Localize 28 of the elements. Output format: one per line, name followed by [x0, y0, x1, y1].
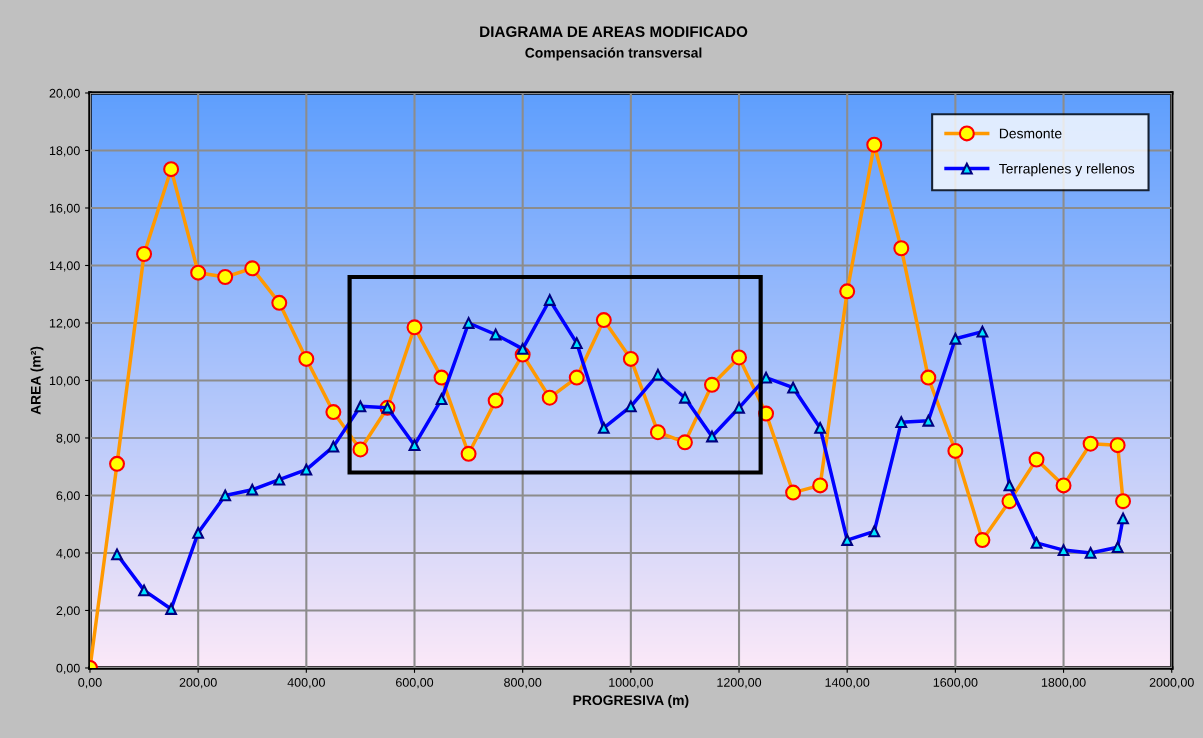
y-tick-label: 4,00 — [56, 548, 80, 560]
x-tick-label: 0,00 — [78, 678, 102, 689]
x-axis-title: PROGRESIVA (m) — [573, 694, 689, 708]
y-tick-label: 2,00 — [56, 606, 80, 617]
x-tick-label: 1200,00 — [717, 678, 762, 689]
y-tick-label: 8,00 — [56, 433, 80, 445]
x-tick-label: 1400,00 — [825, 678, 870, 689]
chart-subtitle: Compensación transversal — [525, 47, 702, 61]
y-axis-title: AREA (m²) — [30, 346, 44, 415]
chart-title: DIAGRAMA DE AREAS MODIFICADO — [480, 26, 748, 38]
x-tick-label: 1600,00 — [933, 678, 978, 689]
y-tick-label: 0,00 — [56, 663, 80, 675]
y-tick-label: 6,00 — [56, 491, 80, 502]
x-tick-label: 2000,00 — [1149, 678, 1194, 689]
y-tick-label: 12,00 — [49, 318, 80, 330]
x-tick-label: 200,00 — [179, 678, 217, 689]
x-tick-label: 1000,00 — [609, 678, 653, 689]
x-tick-label: 600,00 — [396, 678, 434, 689]
x-tick-label: 400,00 — [287, 678, 325, 689]
x-tick-label: 1800,00 — [1041, 678, 1086, 689]
x-tick-label: 800,00 — [504, 678, 542, 689]
y-tick-label: 18,00 — [49, 146, 80, 157]
legend-label: Desmonte — [999, 128, 1062, 139]
y-tick-label: 20,00 — [49, 88, 80, 100]
y-tick-label: 10,00 — [49, 376, 80, 387]
y-tick-label: 16,00 — [49, 203, 80, 215]
legend-label: Terraplenes y rellenos — [999, 163, 1135, 177]
y-tick-label: 14,00 — [49, 261, 80, 272]
